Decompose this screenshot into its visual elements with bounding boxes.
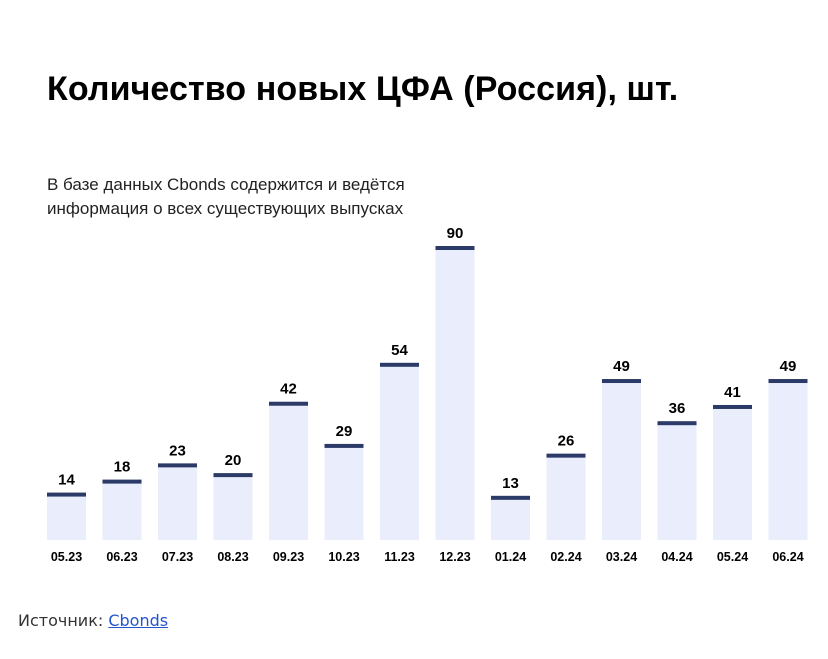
bar-cap-02.24 bbox=[546, 453, 586, 458]
bar-cap-03.24 bbox=[602, 379, 641, 384]
bar-chart: 14 05.23 18 06.23 23 07.23 20 08.23 42 09.23 29 10.… bbox=[47, 225, 808, 564]
bar-06.24 bbox=[768, 381, 808, 540]
bar-cap-11.23 bbox=[380, 362, 419, 367]
bar-cap-05.24 bbox=[713, 404, 752, 409]
x-tick-label-02.24: 02.24 bbox=[550, 550, 581, 564]
bar-10.23 bbox=[324, 445, 364, 540]
bar-12.23 bbox=[435, 248, 475, 540]
x-tick-label-05.23: 05.23 bbox=[51, 550, 82, 564]
data-label-03.24: 49 bbox=[613, 358, 630, 375]
bar-03.24 bbox=[602, 381, 641, 540]
data-label-05.24: 41 bbox=[724, 384, 741, 401]
bar-02.24 bbox=[546, 455, 586, 540]
data-label-07.23: 23 bbox=[169, 442, 186, 459]
x-tick-label-09.23: 09.23 bbox=[273, 550, 304, 564]
x-tick-label-01.24: 01.24 bbox=[495, 550, 526, 564]
data-label-04.24: 36 bbox=[669, 400, 686, 417]
bar-cap-01.24 bbox=[491, 495, 530, 500]
bar-cap-06.23 bbox=[102, 479, 142, 484]
x-tick-label-12.23: 12.23 bbox=[439, 550, 470, 564]
bar-cap-06.24 bbox=[768, 379, 808, 384]
x-tick-label-06.23: 06.23 bbox=[106, 550, 137, 564]
bar-cap-08.23 bbox=[213, 473, 253, 478]
data-label-02.24: 26 bbox=[558, 433, 575, 450]
data-label-01.24: 13 bbox=[502, 475, 519, 492]
x-tick-label-11.23: 11.23 bbox=[384, 550, 415, 564]
bar-09.23 bbox=[269, 403, 308, 540]
source-line: Источник: Cbonds bbox=[18, 610, 168, 632]
x-tick-label-05.24: 05.24 bbox=[717, 550, 748, 564]
bar-cap-04.24 bbox=[657, 421, 697, 426]
bar-cap-12.23 bbox=[435, 246, 475, 250]
bar-08.23 bbox=[213, 475, 253, 540]
data-label-08.23: 20 bbox=[225, 452, 242, 469]
chart-title: Количество новых ЦФА (Россия), шт. bbox=[47, 70, 679, 108]
x-tick-label-03.24: 03.24 bbox=[606, 550, 637, 564]
data-label-06.23: 18 bbox=[114, 459, 131, 476]
x-tick-label-06.24: 06.24 bbox=[772, 550, 803, 564]
bar-cap-10.23 bbox=[324, 443, 364, 448]
data-label-06.24: 49 bbox=[780, 358, 797, 375]
data-label-12.23: 90 bbox=[447, 225, 464, 242]
data-label-10.23: 29 bbox=[336, 423, 353, 440]
bar-05.23 bbox=[47, 494, 86, 540]
data-label-09.23: 42 bbox=[280, 381, 297, 398]
x-tick-label-04.24: 04.24 bbox=[661, 550, 692, 564]
bar-cap-05.23 bbox=[47, 492, 86, 497]
chart-subtitle: В базе данных Cbonds содержится и ведётс… bbox=[47, 175, 405, 218]
x-tick-label-07.23: 07.23 bbox=[162, 550, 193, 564]
bar-cap-07.23 bbox=[158, 463, 197, 468]
bar-04.24 bbox=[657, 423, 697, 540]
source-label: Источник: bbox=[18, 611, 104, 630]
x-tick-label-10.23: 10.23 bbox=[328, 550, 359, 564]
bar-07.23 bbox=[158, 465, 197, 540]
x-tick-label-08.23: 08.23 bbox=[217, 550, 248, 564]
bar-11.23 bbox=[380, 364, 419, 540]
data-label-05.23: 14 bbox=[58, 472, 75, 489]
bar-05.24 bbox=[713, 406, 752, 540]
bar-06.23 bbox=[102, 481, 142, 540]
bar-cap-09.23 bbox=[269, 401, 308, 406]
source-link[interactable]: Cbonds bbox=[108, 611, 169, 630]
bar-01.24 bbox=[491, 497, 530, 540]
data-label-11.23: 54 bbox=[391, 342, 408, 359]
